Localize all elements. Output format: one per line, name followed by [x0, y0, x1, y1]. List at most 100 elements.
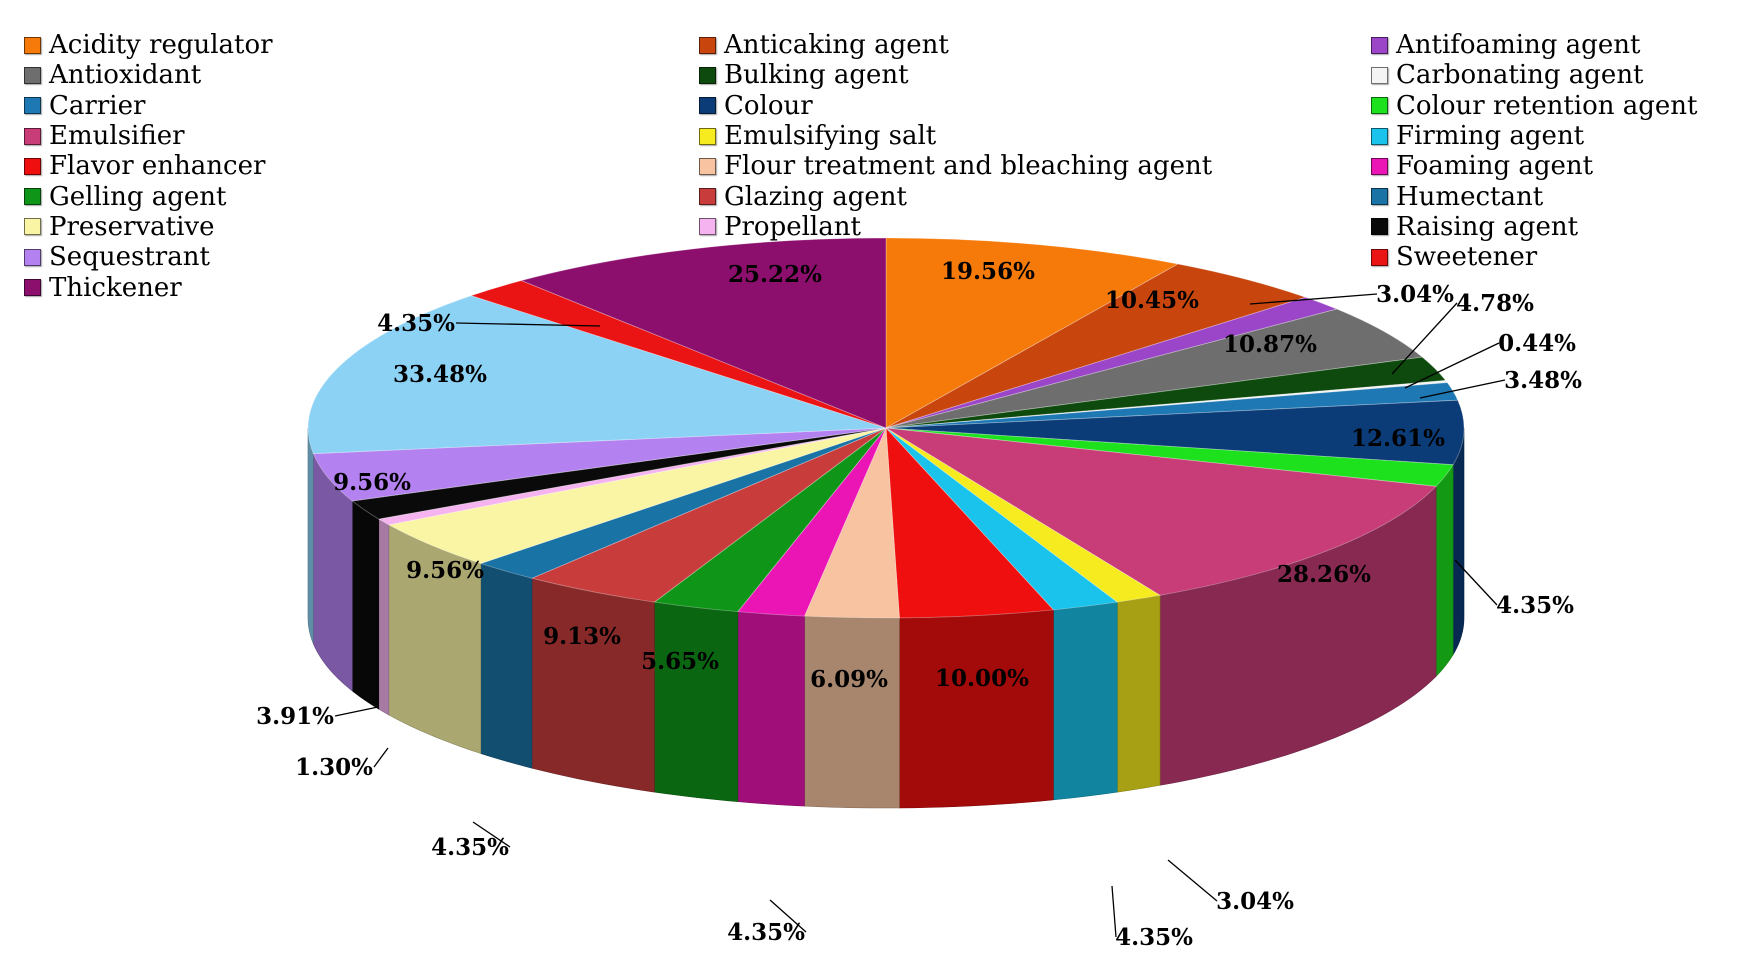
legend-swatch [1371, 248, 1388, 266]
legend-label: Sweetener [1396, 242, 1538, 273]
pie-side-foaming-agent [737, 611, 805, 807]
legend-item-propellant: Propellant [699, 212, 1371, 242]
data-label-sequestrant: 9.56% [333, 469, 411, 496]
pie-slice-propellant [377, 427, 887, 526]
pie-slice-firming-agent [885, 427, 1119, 611]
legend-swatch [1371, 127, 1388, 145]
data-label-colour: 12.61% [1351, 425, 1445, 452]
legend-item-carrier: Carrier [24, 91, 699, 121]
leader-line-sweetener [455, 322, 601, 327]
pie-slice-foaming-agent [737, 427, 887, 617]
legend-item-glazing-agent: Glazing agent [699, 181, 1371, 212]
pie-slice-bulking-agent [885, 356, 1447, 429]
legend-swatch [699, 188, 716, 206]
legend-label: Colour [724, 90, 813, 121]
pie-slice-sweetener [469, 280, 887, 429]
legend-item-gelling-agent: Gelling agent [24, 181, 699, 212]
pie-side-firming-agent [1053, 601, 1118, 801]
legend-label: Emulsifier [49, 121, 185, 152]
pie-slice-glazing-agent [530, 427, 887, 603]
data-label-flour-treatment-and-bleaching-agent: 6.09% [810, 666, 888, 693]
data-label-foaming-agent: 4.35% [727, 919, 805, 946]
data-label-preservative: 9.56% [406, 557, 484, 584]
legend-swatch [24, 188, 41, 206]
legend-swatch [699, 218, 716, 236]
legend-swatch [699, 127, 716, 145]
pie-slice-flour-treatment-and-bleaching-agent [803, 427, 900, 619]
data-label-colour-retention-agent: 4.35% [1496, 592, 1574, 619]
data-label-glazing-agent: 9.13% [543, 623, 621, 650]
legend-label: Preservative [49, 211, 215, 242]
legend-item-carbonating-agent: Carbonating agent [1371, 60, 1744, 90]
data-label-antioxidant: 10.87% [1223, 331, 1317, 358]
legend-label: Emulsifying salt [724, 121, 937, 152]
pie-slice-antifoaming-agent [885, 296, 1338, 429]
leader-line-propellant [373, 747, 389, 768]
legend-label: Bulking agent [724, 60, 909, 91]
leader-line-carrier [1419, 379, 1506, 399]
legend-item-sequestrant: Sequestrant [24, 242, 699, 272]
legend-item-bulking-agent: Bulking agent [699, 60, 1371, 90]
legend-label: Colour retention agent [1396, 90, 1698, 121]
leader-line-colour-retention-agent [1454, 559, 1498, 606]
leader-line-humectant [472, 821, 511, 848]
data-label-acidity-regulator: 19.56% [941, 258, 1035, 285]
legend-swatch [24, 248, 41, 266]
leader-line-firming-agent [1111, 885, 1117, 938]
legend-swatch [24, 127, 41, 145]
leader-line-emulsifying-salt [1167, 859, 1218, 902]
pie-slice-anticaking-agent [885, 263, 1307, 429]
pie-slice-raising-agent [351, 427, 887, 520]
data-label-humectant: 4.35% [431, 834, 509, 861]
pie-slice-carbonating-agent [885, 380, 1449, 429]
leader-line-antifoaming-agent [1249, 293, 1378, 305]
pie-side-flour-treatment-and-bleaching-agent [804, 615, 900, 809]
data-label-bulking-agent: 4.78% [1456, 290, 1534, 317]
pie-slice-stabilizer [307, 295, 887, 455]
pie-slice-colour [885, 399, 1465, 466]
pie-side-colour-retention-agent [1435, 463, 1454, 678]
data-label-raising-agent: 3.91% [256, 703, 334, 730]
legend-item-sweetener: Sweetener [1371, 242, 1744, 272]
pie-slice-antioxidant [885, 308, 1424, 429]
data-label-thickener: 25.22% [728, 261, 822, 288]
pie-labels: 19.56% 10.45% 3.04% 10.87% 4.78% 0.44% 3.48% 12… [256, 258, 1582, 951]
pie-slice-emulsifying-salt [885, 427, 1162, 603]
pie-top [307, 237, 1465, 619]
legend-swatch [699, 157, 716, 175]
data-label-carrier: 3.48% [1504, 367, 1582, 394]
legend-label: Flavor enhancer [49, 151, 266, 182]
pie-slice-sequestrant [312, 427, 887, 502]
legend-label: Antifoaming agent [1396, 30, 1641, 61]
legend-label: Raising agent [1396, 211, 1579, 242]
legend-item-antioxidant: Antioxidant [24, 60, 699, 90]
pie-side-gelling-agent [654, 601, 739, 802]
pie-slice-colour-retention-agent [885, 427, 1454, 487]
data-label-emulsifier: 28.26% [1277, 561, 1371, 588]
pie-side-emulsifying-salt [1116, 594, 1161, 793]
pie-sides [307, 427, 1465, 809]
data-label-emulsifying-salt: 3.04% [1216, 888, 1294, 915]
legend-item-flavor-enhancer: Flavor enhancer [24, 151, 699, 181]
legend-item-antifoaming-agent: Antifoaming agent [1371, 30, 1744, 60]
legend-swatch [1371, 218, 1388, 236]
legend-label: Anticaking agent [724, 30, 949, 61]
legend-swatch [24, 279, 41, 297]
pie-side-propellant [378, 518, 390, 716]
legend-swatch [24, 218, 41, 236]
legend-label: Carbonating agent [1396, 60, 1644, 91]
legend-swatch [1371, 97, 1388, 115]
legend-swatch [1371, 36, 1388, 54]
pie-slice-thickener [520, 237, 887, 429]
pie-slice-preservative [387, 427, 887, 564]
legend-item-colour-retention-agent: Colour retention agent [1371, 91, 1744, 121]
data-label-gelling-agent: 5.65% [641, 648, 719, 675]
data-label-firming-agent: 4.35% [1115, 924, 1193, 951]
data-label-antifoaming-agent: 3.04% [1376, 281, 1454, 308]
legend-swatch [24, 36, 41, 54]
legend-swatch [24, 66, 41, 84]
data-label-propellant: 1.30% [295, 754, 373, 781]
legend-item-acidity-regulator: Acidity regulator [24, 30, 699, 60]
legend-item-emulsifier: Emulsifier [24, 121, 699, 151]
